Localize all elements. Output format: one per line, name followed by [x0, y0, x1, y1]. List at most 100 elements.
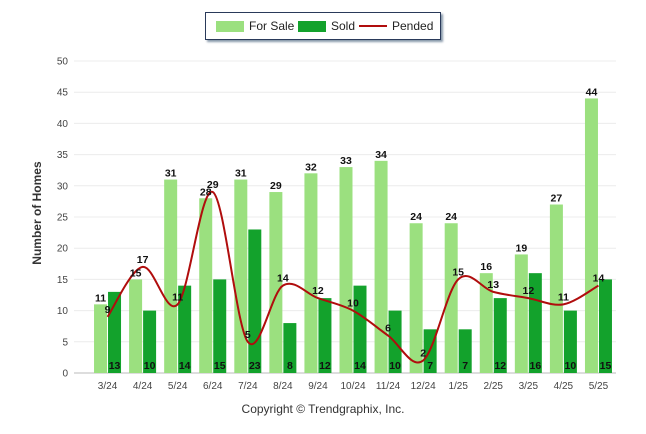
- x-tick-label: 4/24: [133, 381, 153, 392]
- label-pended: 11: [558, 291, 569, 303]
- legend-item-sold[interactable]: Sold: [298, 13, 355, 39]
- label-for-sale: 24: [445, 211, 457, 223]
- label-pended: 15: [452, 266, 464, 278]
- label-sold: 12: [494, 360, 506, 372]
- pended-line: [106, 191, 599, 364]
- y-axis-label: Number of Homes: [30, 161, 44, 265]
- label-sold: 8: [287, 360, 293, 372]
- bar-for-sale: [304, 173, 318, 373]
- label-pended: 5: [245, 329, 251, 341]
- label-for-sale: 11: [95, 292, 106, 304]
- bar-for-sale: [234, 179, 248, 373]
- y-tick-label: 30: [57, 181, 69, 192]
- label-for-sale: 16: [480, 261, 492, 273]
- label-pended: 29: [207, 179, 219, 191]
- label-sold: 10: [144, 360, 156, 372]
- y-tick-label: 5: [62, 337, 68, 348]
- label-pended: 2: [420, 348, 426, 360]
- y-tick-label: 0: [62, 369, 68, 380]
- bar-for-sale: [269, 192, 283, 373]
- bar-for-sale: [514, 254, 528, 373]
- y-tick-label: 20: [57, 244, 69, 255]
- bar-for-sale: [339, 167, 353, 373]
- label-sold: 13: [109, 360, 121, 372]
- label-pended: 12: [522, 285, 534, 297]
- bar-for-sale: [549, 204, 563, 373]
- label-pended: 13: [487, 279, 499, 291]
- x-tick-label: 5/25: [589, 381, 609, 392]
- label-pended: 14: [593, 273, 605, 285]
- legend-line-pended: [359, 25, 387, 27]
- legend-item-for-sale[interactable]: For Sale: [216, 13, 294, 39]
- bar-for-sale: [164, 179, 178, 373]
- x-tick-label: 8/24: [273, 381, 293, 392]
- label-for-sale: 28: [200, 186, 212, 198]
- bar-sold: [598, 279, 612, 373]
- y-tick-label: 45: [57, 88, 69, 99]
- legend-label-pended: Pended: [392, 19, 434, 33]
- bar-sold: [353, 285, 367, 373]
- y-tick-label: 25: [57, 213, 69, 224]
- label-pended: 14: [277, 273, 289, 285]
- bar-for-sale: [479, 273, 493, 373]
- label-sold: 16: [529, 360, 541, 372]
- x-tick-label: 3/24: [98, 381, 118, 392]
- bar-sold: [178, 285, 192, 373]
- bar-sold: [213, 279, 227, 373]
- x-tick-label: 5/24: [168, 381, 188, 392]
- bar-for-sale: [374, 160, 388, 373]
- label-pended: 10: [347, 298, 359, 310]
- x-tick-label: 4/25: [554, 381, 574, 392]
- label-for-sale: 15: [130, 267, 142, 279]
- label-for-sale: 29: [270, 180, 282, 192]
- label-pended: 12: [312, 285, 324, 297]
- label-sold: 15: [214, 360, 226, 372]
- bar-sold: [493, 298, 507, 373]
- bar-for-sale: [409, 223, 423, 373]
- x-tick-label: 3/25: [519, 381, 539, 392]
- legend-item-pended[interactable]: Pended: [359, 13, 433, 39]
- bar-sold: [248, 229, 262, 373]
- bar-sold: [143, 310, 157, 373]
- legend-label-sold: Sold: [331, 19, 356, 33]
- label-pended: 9: [105, 304, 111, 316]
- x-tick-label: 6/24: [203, 381, 223, 392]
- label-for-sale: 33: [340, 155, 352, 167]
- x-tick-label: 9/24: [308, 381, 328, 392]
- x-tick-label: 10/24: [340, 381, 365, 392]
- label-for-sale: 19: [515, 242, 527, 254]
- bar-sold: [318, 298, 332, 373]
- label-sold: 12: [319, 360, 331, 372]
- label-sold: 7: [462, 360, 468, 372]
- label-for-sale: 31: [165, 168, 177, 180]
- label-for-sale: 34: [375, 149, 387, 161]
- label-for-sale: 32: [305, 161, 317, 173]
- bar-sold: [283, 323, 297, 373]
- x-tick-label: 1/25: [448, 381, 468, 392]
- label-sold: 10: [389, 360, 401, 372]
- y-tick-label: 50: [57, 57, 69, 68]
- copyright-footer: Copyright © Trendgraphix, Inc.: [241, 402, 405, 416]
- label-sold: 14: [354, 360, 366, 372]
- label-sold: 7: [427, 360, 433, 372]
- y-tick-label: 35: [57, 150, 69, 161]
- label-sold: 14: [179, 360, 191, 372]
- label-sold: 23: [249, 360, 261, 372]
- bar-for-sale: [94, 304, 108, 373]
- label-pended: 11: [172, 291, 183, 303]
- bar-for-sale: [129, 279, 143, 373]
- bar-sold: [458, 329, 472, 373]
- chart-legend: For Sale Sold Pended: [205, 12, 441, 40]
- label-sold: 15: [600, 360, 612, 372]
- label-for-sale: 44: [586, 86, 598, 98]
- x-tick-label: 12/24: [411, 381, 436, 392]
- label-for-sale: 31: [235, 168, 247, 180]
- label-for-sale: 24: [410, 211, 422, 223]
- x-tick-label: 11/24: [376, 381, 401, 392]
- label-pended: 17: [137, 254, 149, 266]
- legend-swatch-sold: [298, 20, 326, 32]
- bar-for-sale: [584, 98, 598, 373]
- bar-for-sale: [199, 198, 213, 373]
- label-pended: 6: [385, 323, 391, 335]
